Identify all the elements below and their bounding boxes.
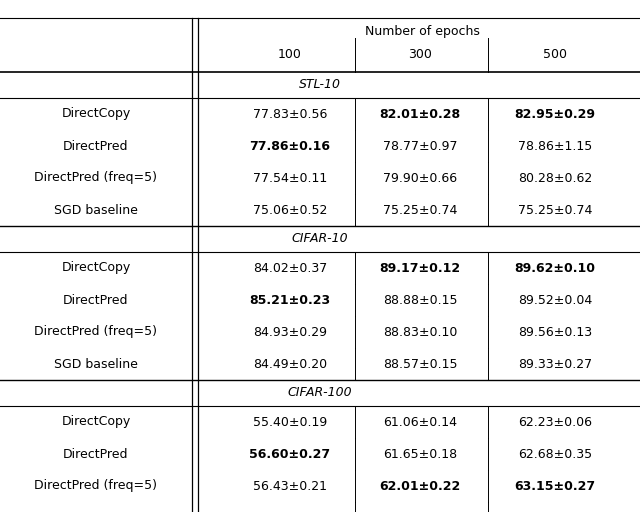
Text: 500: 500 [543, 49, 567, 61]
Text: 77.54±0.11: 77.54±0.11 [253, 172, 327, 184]
Text: 55.40±0.19: 55.40±0.19 [253, 416, 327, 429]
Text: DirectPred (freq=5): DirectPred (freq=5) [35, 480, 157, 493]
Text: SGD baseline: SGD baseline [54, 357, 138, 371]
Text: 100: 100 [278, 49, 302, 61]
Text: SGD baseline: SGD baseline [54, 203, 138, 217]
Text: 84.02±0.37: 84.02±0.37 [253, 262, 327, 274]
Text: 89.52±0.04: 89.52±0.04 [518, 293, 592, 307]
Text: 75.06±0.52: 75.06±0.52 [253, 203, 327, 217]
Text: 85.21±0.23: 85.21±0.23 [250, 293, 331, 307]
Text: 300: 300 [408, 49, 432, 61]
Text: 89.56±0.13: 89.56±0.13 [518, 326, 592, 338]
Text: CIFAR-10: CIFAR-10 [292, 232, 348, 245]
Text: 89.17±0.12: 89.17±0.12 [380, 262, 461, 274]
Text: 62.68±0.35: 62.68±0.35 [518, 447, 592, 460]
Text: 80.28±0.62: 80.28±0.62 [518, 172, 592, 184]
Text: DirectCopy: DirectCopy [61, 108, 131, 120]
Text: 62.01±0.22: 62.01±0.22 [380, 480, 461, 493]
Text: 88.57±0.15: 88.57±0.15 [383, 357, 457, 371]
Text: 62.23±0.06: 62.23±0.06 [518, 416, 592, 429]
Text: DirectPred: DirectPred [63, 447, 129, 460]
Text: DirectCopy: DirectCopy [61, 416, 131, 429]
Text: 61.06±0.14: 61.06±0.14 [383, 416, 457, 429]
Text: Number of epochs: Number of epochs [365, 26, 480, 38]
Text: 78.86±1.15: 78.86±1.15 [518, 139, 592, 153]
Text: 88.88±0.15: 88.88±0.15 [383, 293, 457, 307]
Text: 77.86±0.16: 77.86±0.16 [250, 139, 330, 153]
Text: 82.95±0.29: 82.95±0.29 [515, 108, 595, 120]
Text: 84.93±0.29: 84.93±0.29 [253, 326, 327, 338]
Text: 61.65±0.18: 61.65±0.18 [383, 447, 457, 460]
Text: DirectPred (freq=5): DirectPred (freq=5) [35, 172, 157, 184]
Text: 75.25±0.74: 75.25±0.74 [383, 203, 457, 217]
Text: DirectPred: DirectPred [63, 293, 129, 307]
Text: 82.01±0.28: 82.01±0.28 [380, 108, 461, 120]
Text: 77.83±0.56: 77.83±0.56 [253, 108, 327, 120]
Text: 89.62±0.10: 89.62±0.10 [515, 262, 595, 274]
Text: 78.77±0.97: 78.77±0.97 [383, 139, 457, 153]
Text: DirectPred (freq=5): DirectPred (freq=5) [35, 326, 157, 338]
Text: 56.43±0.21: 56.43±0.21 [253, 480, 327, 493]
Text: 79.90±0.66: 79.90±0.66 [383, 172, 457, 184]
Text: 56.60±0.27: 56.60±0.27 [250, 447, 331, 460]
Text: STL-10: STL-10 [299, 78, 341, 92]
Text: 75.25±0.74: 75.25±0.74 [518, 203, 592, 217]
Text: 84.49±0.20: 84.49±0.20 [253, 357, 327, 371]
Text: 63.15±0.27: 63.15±0.27 [515, 480, 596, 493]
Text: 89.33±0.27: 89.33±0.27 [518, 357, 592, 371]
Text: DirectPred: DirectPred [63, 139, 129, 153]
Text: CIFAR-100: CIFAR-100 [288, 387, 352, 399]
Text: 88.83±0.10: 88.83±0.10 [383, 326, 457, 338]
Text: DirectCopy: DirectCopy [61, 262, 131, 274]
